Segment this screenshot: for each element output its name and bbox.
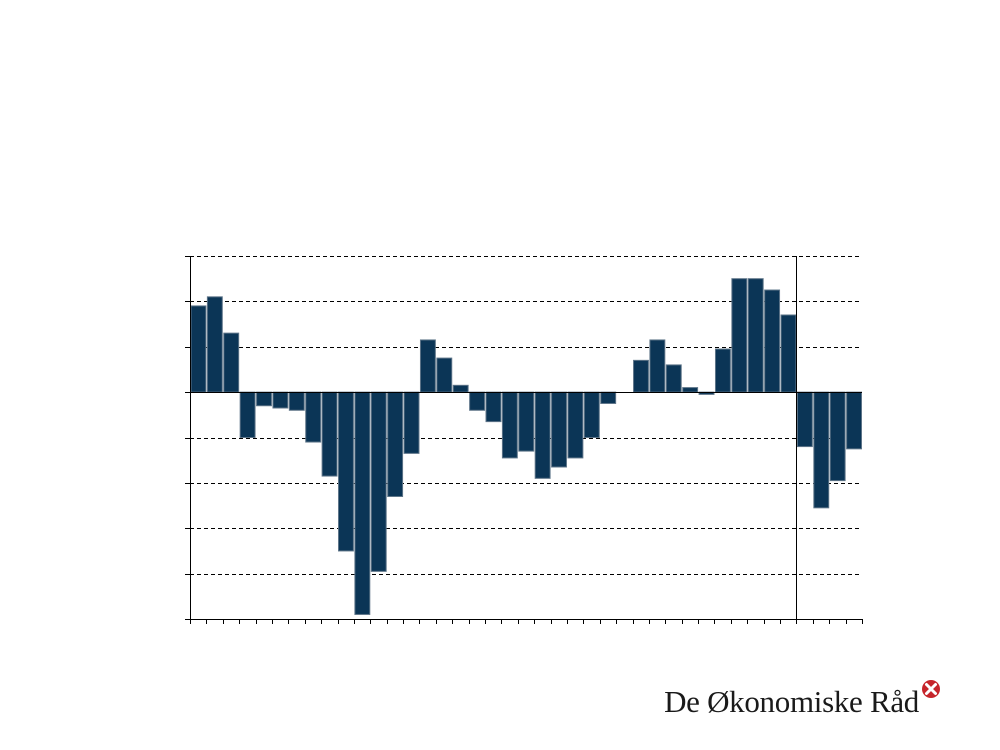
bar: [436, 357, 453, 393]
bar: [747, 278, 764, 393]
bar: [534, 391, 551, 479]
bar: [633, 359, 649, 393]
cross-circle-icon: [922, 680, 940, 698]
bar: [387, 391, 404, 497]
bar: [256, 391, 272, 407]
bar: [731, 278, 748, 393]
bar: [338, 391, 354, 552]
bar: [452, 384, 469, 393]
bar: [518, 391, 535, 452]
bar: [354, 391, 371, 615]
bar: [567, 391, 584, 459]
bar: [272, 391, 289, 409]
bar: [419, 339, 436, 393]
bar: [288, 391, 305, 411]
bar: [190, 305, 207, 393]
bar: [796, 391, 813, 448]
bar: [649, 339, 666, 393]
bar: [583, 391, 600, 438]
bar: [321, 391, 338, 477]
bar: [206, 296, 223, 393]
logo-text: De Økonomiske Råd: [664, 684, 919, 719]
bar: [829, 391, 846, 482]
logo: De Økonomiske Råd: [664, 680, 942, 720]
bars: [190, 278, 862, 615]
bar: [600, 391, 617, 404]
bar: [764, 289, 781, 393]
gridlines: [190, 256, 862, 575]
bar: [780, 314, 797, 393]
bar: [665, 364, 682, 393]
bar: [223, 332, 240, 393]
bar: [714, 348, 731, 393]
bar: [846, 391, 862, 450]
bar: [682, 387, 699, 393]
bar: [501, 391, 518, 459]
axes: [185, 256, 863, 624]
bar: [813, 391, 830, 509]
bar: [239, 391, 256, 438]
bar: [469, 391, 486, 411]
bar: [370, 391, 387, 572]
bar: [485, 391, 502, 423]
bar: [551, 391, 567, 468]
bar: [305, 391, 322, 443]
bar: [403, 391, 420, 454]
